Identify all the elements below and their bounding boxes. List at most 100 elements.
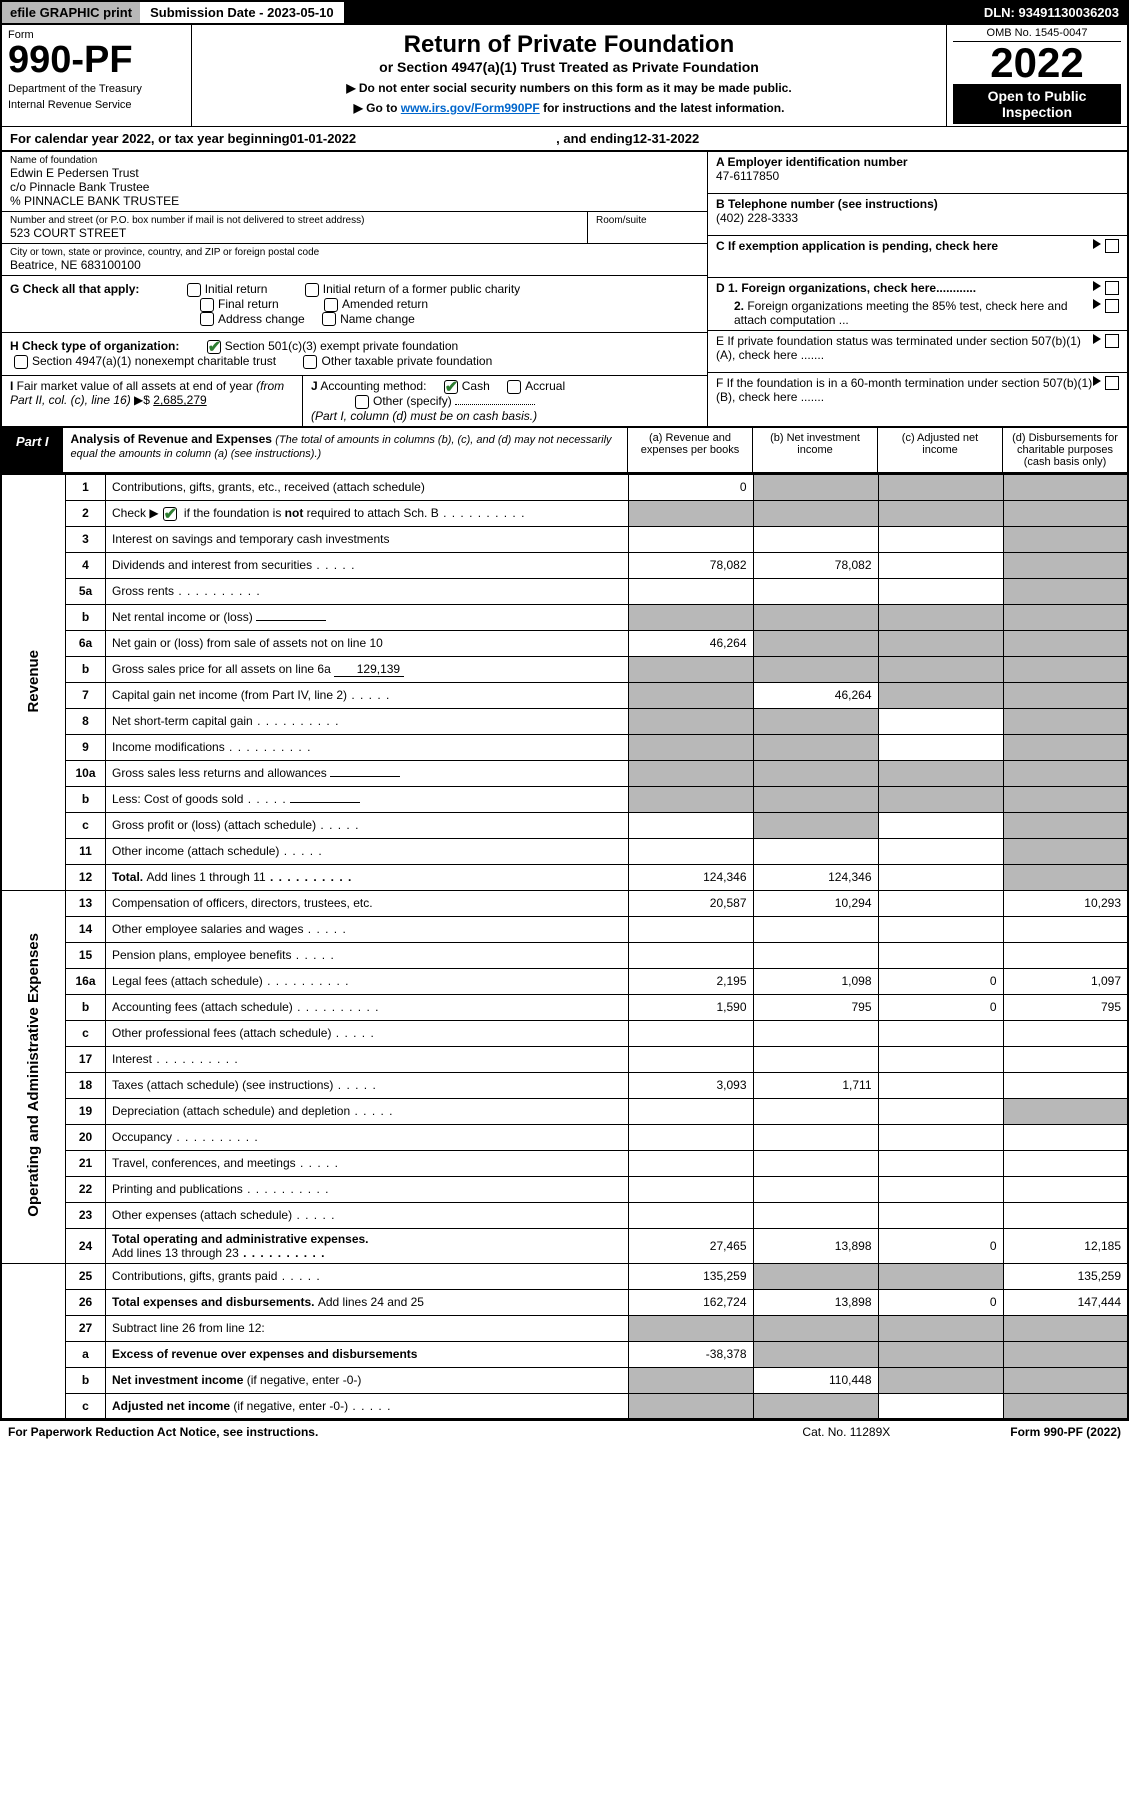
table-row: bAccounting fees (attach schedule)1,5907… xyxy=(1,994,1128,1020)
table-row: cGross profit or (loss) (attach schedule… xyxy=(1,812,1128,838)
checkbox-other-method[interactable] xyxy=(355,395,369,409)
footer-left: For Paperwork Reduction Act Notice, see … xyxy=(8,1425,318,1439)
addr-label: Number and street (or P.O. box number if… xyxy=(10,215,579,226)
foundation-name3: % PINNACLE BANK TRUSTEE xyxy=(10,194,699,208)
form-note1: ▶ Do not enter social security numbers o… xyxy=(202,81,936,95)
open-inspection: Open to Public Inspection xyxy=(953,84,1121,124)
table-row: bLess: Cost of goods sold xyxy=(1,786,1128,812)
street-address: 523 COURT STREET xyxy=(10,226,579,240)
c-label: C If exemption application is pending, c… xyxy=(716,239,1093,274)
form-number: 990-PF xyxy=(8,41,185,79)
table-row: 14Other employee salaries and wages xyxy=(1,916,1128,942)
table-row: 11Other income (attach schedule) xyxy=(1,838,1128,864)
table-row: 18Taxes (attach schedule) (see instructi… xyxy=(1,1072,1128,1098)
table-row: 27Subtract line 26 from line 12: xyxy=(1,1315,1128,1341)
checkbox-d1[interactable] xyxy=(1105,281,1119,295)
i-label: I Fair market value of all assets at end… xyxy=(10,379,284,407)
submission-date: Submission Date - 2023-05-10 xyxy=(142,2,344,23)
table-row: 24Total operating and administrative exp… xyxy=(1,1228,1128,1263)
city-label: City or town, state or province, country… xyxy=(10,247,699,258)
checkbox-amended[interactable] xyxy=(324,298,338,312)
e-label: E If private foundation status was termi… xyxy=(716,334,1093,369)
checkbox-initial[interactable] xyxy=(187,283,201,297)
table-row: 2Check ▶ if the foundation is not requir… xyxy=(1,500,1128,526)
tax-year: 2022 xyxy=(953,42,1121,84)
arrow-icon xyxy=(1093,376,1101,386)
table-row: aExcess of revenue over expenses and dis… xyxy=(1,1341,1128,1367)
checkbox-e[interactable] xyxy=(1105,334,1119,348)
name-label: Name of foundation xyxy=(10,155,699,166)
city-state-zip: Beatrice, NE 683100100 xyxy=(10,258,699,272)
part1-tag: Part I xyxy=(2,428,63,472)
g-section: G Check all that apply: Initial return I… xyxy=(2,276,707,333)
top-bar: efile GRAPHIC print Submission Date - 20… xyxy=(0,0,1129,25)
tel-label: B Telephone number (see instructions) xyxy=(716,197,1119,211)
col-a-header: (a) Revenue and expenses per books xyxy=(627,428,752,472)
table-row: 10aGross sales less returns and allowanc… xyxy=(1,760,1128,786)
table-row: 17Interest xyxy=(1,1046,1128,1072)
part1-table: Revenue 1Contributions, gifts, grants, e… xyxy=(0,474,1129,1421)
table-row: bGross sales price for all assets on lin… xyxy=(1,656,1128,682)
arrow-icon xyxy=(1093,299,1101,309)
form-header: Form 990-PF Department of the Treasury I… xyxy=(0,25,1129,126)
table-row: 20Occupancy xyxy=(1,1124,1128,1150)
irs-label: Internal Revenue Service xyxy=(8,99,185,111)
d1-label: D 1. Foreign organizations, check here..… xyxy=(716,281,1093,295)
form-link[interactable]: www.irs.gov/Form990PF xyxy=(401,101,540,115)
checkbox-501c3[interactable] xyxy=(207,340,221,354)
table-row: 9Income modifications xyxy=(1,734,1128,760)
table-row: 26Total expenses and disbursements. Add … xyxy=(1,1289,1128,1315)
part1-header: Part I Analysis of Revenue and Expenses … xyxy=(0,427,1129,474)
table-row: bNet investment income (if negative, ent… xyxy=(1,1367,1128,1393)
foundation-name2: c/o Pinnacle Bank Trustee xyxy=(10,180,699,194)
col-d-header: (d) Disbursements for charitable purpose… xyxy=(1002,428,1127,472)
table-row: 3Interest on savings and temporary cash … xyxy=(1,526,1128,552)
ein-label: A Employer identification number xyxy=(716,155,1119,169)
arrow-icon xyxy=(1093,239,1101,249)
table-row: 6aNet gain or (loss) from sale of assets… xyxy=(1,630,1128,656)
j-note: (Part I, column (d) must be on cash basi… xyxy=(311,409,537,423)
d2-label: 2. Foreign organizations meeting the 85%… xyxy=(716,299,1093,327)
footer-right: Form 990-PF (2022) xyxy=(1010,1425,1121,1439)
table-row: 4Dividends and interest from securities7… xyxy=(1,552,1128,578)
page-footer: For Paperwork Reduction Act Notice, see … xyxy=(0,1420,1129,1443)
checkbox-d2[interactable] xyxy=(1105,299,1119,313)
expenses-label: Operating and Administrative Expenses xyxy=(25,933,42,1217)
form-subtitle: or Section 4947(a)(1) Trust Treated as P… xyxy=(202,59,936,75)
h-section: H Check type of organization: Section 50… xyxy=(2,333,707,376)
checkbox-address[interactable] xyxy=(200,312,214,326)
footer-mid: Cat. No. 11289X xyxy=(802,1425,890,1439)
form-note2: ▶ Go to www.irs.gov/Form990PF for instru… xyxy=(202,101,936,115)
foundation-name: Edwin E Pedersen Trust xyxy=(10,166,699,180)
checkbox-4947[interactable] xyxy=(14,355,28,369)
col-c-header: (c) Adjusted net income xyxy=(877,428,1002,472)
table-row: 21Travel, conferences, and meetings xyxy=(1,1150,1128,1176)
table-row: 12Total. Add lines 1 through 11124,34612… xyxy=(1,864,1128,890)
entity-info: Name of foundation Edwin E Pedersen Trus… xyxy=(0,152,1129,427)
table-row: 7Capital gain net income (from Part IV, … xyxy=(1,682,1128,708)
checkbox-schb[interactable] xyxy=(163,507,177,521)
form-title: Return of Private Foundation xyxy=(202,31,936,59)
table-row: 15Pension plans, employee benefits xyxy=(1,942,1128,968)
f-label: F If the foundation is in a 60-month ter… xyxy=(716,376,1093,412)
table-row: cOther professional fees (attach schedul… xyxy=(1,1020,1128,1046)
table-row: 8Net short-term capital gain xyxy=(1,708,1128,734)
checkbox-cash[interactable] xyxy=(444,380,458,394)
room-label: Room/suite xyxy=(596,215,699,226)
checkbox-initial-former[interactable] xyxy=(305,283,319,297)
table-row: 19Depreciation (attach schedule) and dep… xyxy=(1,1098,1128,1124)
ein-value: 47-6117850 xyxy=(716,169,1119,183)
checkbox-final[interactable] xyxy=(200,298,214,312)
tel-value: (402) 228-3333 xyxy=(716,211,1119,225)
calendar-year-row: For calendar year 2022, or tax year begi… xyxy=(0,126,1129,152)
checkbox-other-tax[interactable] xyxy=(303,355,317,369)
checkbox-accrual[interactable] xyxy=(507,380,521,394)
efile-label: efile GRAPHIC print xyxy=(2,2,142,23)
checkbox-name[interactable] xyxy=(322,312,336,326)
dept-label: Department of the Treasury xyxy=(8,83,185,95)
table-row: 22Printing and publications xyxy=(1,1176,1128,1202)
checkbox-f[interactable] xyxy=(1105,376,1119,390)
table-row: 23Other expenses (attach schedule) xyxy=(1,1202,1128,1228)
checkbox-c[interactable] xyxy=(1105,239,1119,253)
arrow-icon xyxy=(1093,334,1101,344)
